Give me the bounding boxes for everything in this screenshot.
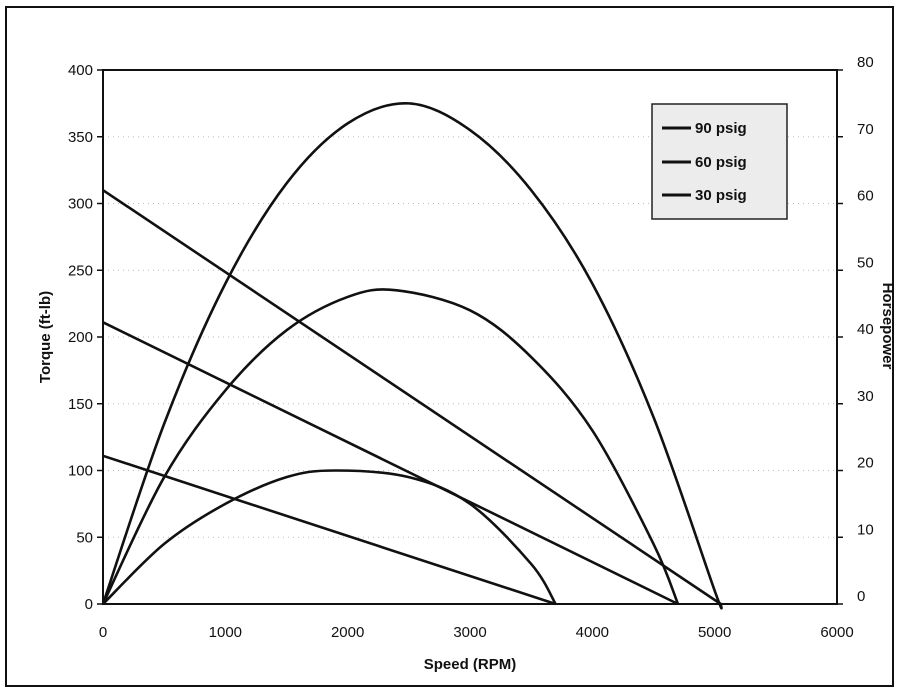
x-tick-label: 3000: [453, 624, 486, 641]
y2-tick-label: 40: [857, 321, 874, 338]
y-axis-title: Torque (ft-lb): [37, 291, 54, 383]
y2-tick-label: 20: [857, 455, 874, 472]
y-tick-label: 50: [76, 529, 93, 546]
x-tick-label: 5000: [698, 624, 731, 641]
torque-line-60-psig: [102, 321, 679, 606]
x-tick-label: 4000: [576, 624, 609, 641]
y-tick-label: 0: [85, 596, 93, 613]
y2-tick-label: 70: [857, 121, 874, 138]
figure-frame: [5, 6, 894, 687]
legend: 90 psig 60 psig 30 psig: [651, 103, 788, 220]
legend-label-90-psig: 90 psig: [695, 120, 747, 137]
horsepower-line-60-psig: [101, 288, 680, 605]
torque-line-90-psig: [102, 189, 722, 606]
y2-tick-label: 80: [857, 54, 874, 71]
y2-tick-label: 0: [857, 588, 865, 605]
y-tick-label: 150: [68, 396, 93, 413]
y2-tick-label: 30: [857, 388, 874, 405]
x-axis-title: Speed (RPM): [424, 656, 517, 673]
y-tick-label: 100: [68, 463, 93, 480]
series-lines: [101, 102, 723, 610]
x-tick-label: 6000: [820, 624, 853, 641]
y2-axis-title: Horsepower: [879, 283, 896, 370]
y-tick-label: 350: [68, 129, 93, 146]
torque-line-30-psig: [102, 454, 557, 606]
y-tick-label: 250: [68, 262, 93, 279]
y2-tick-label: 10: [857, 521, 874, 538]
y2-tick-label: 50: [857, 254, 874, 271]
y-tick-label: 400: [68, 62, 93, 79]
horsepower-line-30-psig: [102, 469, 557, 605]
horsepower-line-90-psig: [101, 102, 723, 610]
legend-label-60-psig: 60 psig: [695, 154, 747, 171]
y-tick-label: 200: [68, 329, 93, 346]
tick-labels: 0 1000 2000 3000 4000 5000 6000050100150200250…: [68, 54, 874, 641]
y2-tick-label: 60: [857, 188, 874, 205]
y-tick-label: 300: [68, 196, 93, 213]
x-tick-label: 0: [99, 624, 107, 641]
x-tick-label: 2000: [331, 624, 364, 641]
x-tick-label: 1000: [209, 624, 242, 641]
legend-label-30-psig: 30 psig: [695, 187, 747, 204]
